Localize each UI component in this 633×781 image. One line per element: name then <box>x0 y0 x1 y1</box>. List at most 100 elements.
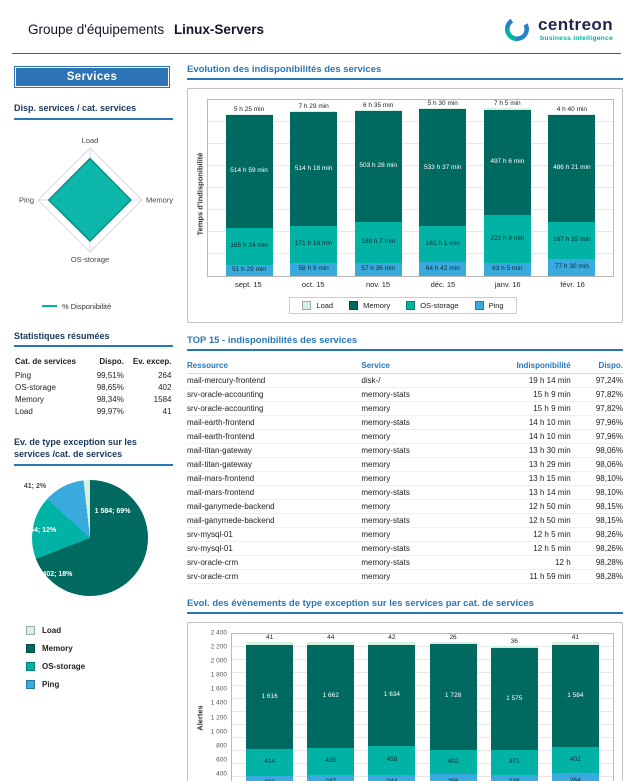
ping-bar-segment: 264 <box>551 772 599 781</box>
table-cell: 98,06% <box>570 443 623 458</box>
load-bar-segment <box>354 109 402 111</box>
legend-item: Load <box>302 301 333 310</box>
page-title: Groupe d'équipements Linux-Servers <box>28 14 264 37</box>
table-cell: 97,82% <box>570 401 623 416</box>
table-row: mail-earth-frontend memory-stats 14 h 10 m… <box>187 415 623 430</box>
availability-line-swatch <box>42 305 57 308</box>
table-cell: OS-storage <box>15 382 56 392</box>
pie-section-heading: Ev. de type exception sur les services /… <box>14 437 173 466</box>
svg-text:Memory: Memory <box>146 195 173 204</box>
ping-bar-segment: 244 <box>368 774 416 781</box>
stacked-bar: 44 1 662 435 237 <box>307 634 355 781</box>
table-cell: memory <box>361 401 484 416</box>
ping-bar-segment: 51 h 29 min <box>225 264 273 276</box>
legend-label: OS-storage <box>42 661 86 671</box>
bar-value-label: 402 <box>569 755 581 763</box>
downtime-section-heading: Evolution des indisponibilités des servi… <box>187 64 623 80</box>
memory-bar-segment: 503 h 28 min <box>354 110 402 222</box>
ping-bar-segment: 77 h 30 min <box>548 258 596 276</box>
x-axis-label: févr. 16 <box>560 280 585 289</box>
table-cell: 264 <box>158 370 172 380</box>
legend-item: OS-storage <box>26 661 175 671</box>
legend-label: Memory <box>42 643 73 653</box>
table-cell: Memory <box>15 394 44 404</box>
table-cell: memory-stats <box>361 485 484 500</box>
load-bar-segment <box>551 642 599 645</box>
os-storage-bar-segment: 435 <box>307 748 355 776</box>
report-header: Groupe d'équipements Linux-Servers centr… <box>0 0 633 44</box>
gridline <box>232 750 613 751</box>
x-axis-label: nov. 15 <box>366 280 391 289</box>
ping-legend-swatch <box>26 679 35 689</box>
column-header: Dispo. <box>570 359 623 374</box>
ping-bar-segment: 237 <box>307 775 355 781</box>
legend-item: OS-storage <box>406 301 459 310</box>
table-row: Memory 98,34% 1584 <box>15 393 171 405</box>
centreon-logo-icon <box>505 17 529 41</box>
bar-value-label: 167 h 35 min <box>553 236 591 244</box>
table-cell: 98,26% <box>570 527 623 542</box>
title-prefix: Groupe d'équipements <box>28 22 165 37</box>
column-header: Service <box>361 359 484 374</box>
y-axis: Temps d'indisponibilité <box>192 99 207 289</box>
pie-disc <box>32 479 148 596</box>
stacked-bar: 41 1 584 402 264 <box>551 634 599 781</box>
table-cell: Load <box>15 406 33 416</box>
centreon-logo: centreon business intelligence <box>502 14 613 44</box>
bar-value-label: 41 <box>266 634 274 641</box>
ping-bar-segment: 58 h 9 min <box>290 263 338 276</box>
pie-label-load: 41; 2% <box>23 483 47 491</box>
exceptions-pie-chart: 1 584; 69% 402; 18% 264; 12% 41; 2% <box>24 479 148 596</box>
x-axis-label: oct. 15 <box>301 280 325 289</box>
table-cell: memory <box>361 429 484 444</box>
bar-value-label: 1 662 <box>322 692 339 700</box>
table-row: srv-mysql-01 memory 12 h 5 min 98,26% <box>187 527 623 542</box>
x-axis-label: sept. 15 <box>235 280 262 289</box>
memory-bar-segment: 514 h 18 min <box>290 112 338 226</box>
bar-value-label: 51 h 29 min <box>232 266 267 274</box>
column-header: Dispo. <box>99 357 124 367</box>
table-cell: 12 h 5 min <box>483 541 571 556</box>
bar-value-label: 57 h 36 min <box>361 265 396 273</box>
downtime-stacked-bar-chart: Temps d'indisponibilité 5 h 25 min 514 h … <box>187 88 623 323</box>
table-cell: 99,51% <box>96 370 124 380</box>
table-cell: mail-mars-frontend <box>187 485 362 500</box>
load-bar-segment <box>483 108 531 110</box>
axis-tick-label: 1 000 <box>210 727 227 735</box>
memory-legend-swatch <box>26 643 35 653</box>
table-cell: 12 h 5 min <box>483 527 571 542</box>
bar-value-label: 244 <box>386 779 397 781</box>
table-cell: memory-stats <box>361 555 484 570</box>
bar-value-label: 1 616 <box>261 692 278 700</box>
os-storage-bar-segment: 171 h 16 min <box>290 225 338 264</box>
stacked-bar: 7 h 29 min 514 h 18 min 171 h 16 min 58 h 9… <box>290 100 338 276</box>
chart-legend: Load Memory OS-storage Ping <box>289 297 517 314</box>
table-cell: 41 <box>162 406 172 416</box>
gridline <box>208 209 613 210</box>
os-storage-bar-segment: 165 h 24 min <box>225 228 273 265</box>
table-cell: memory-stats <box>361 387 484 402</box>
gridline <box>232 724 613 725</box>
table-cell: srv-oracle-accounting <box>187 387 362 402</box>
table-row: Load 99,97% 41 <box>15 405 171 417</box>
ping-bar-segment: 256 <box>429 774 477 781</box>
axis-tick-label: 2 200 <box>210 642 227 650</box>
gridline <box>208 143 613 144</box>
gridline <box>232 776 613 777</box>
ping-bar-segment: 222 <box>246 775 294 781</box>
logo-tagline: business intelligence <box>540 35 613 42</box>
radar-legend-label: % Disponibilité <box>62 301 112 311</box>
bar-value-label: 42 <box>388 634 396 641</box>
table-cell: memory <box>361 457 484 472</box>
gridline <box>208 121 613 122</box>
legend-item: Ping <box>474 301 504 310</box>
y-axis-title: Temps d'indisponibilité <box>195 152 204 236</box>
axis-tick-label: 1 200 <box>210 713 227 721</box>
y-axis-title: Alertes <box>195 705 204 731</box>
memory-bar-segment: 533 h 37 min <box>419 109 467 227</box>
os-storage-bar-segment: 402 <box>429 749 477 775</box>
table-header-row: Ressource Service Indisponibilité Dispo. <box>187 359 623 374</box>
table-cell: 19 h 14 min <box>483 373 571 388</box>
column-header: Ev. excep. <box>132 357 172 367</box>
